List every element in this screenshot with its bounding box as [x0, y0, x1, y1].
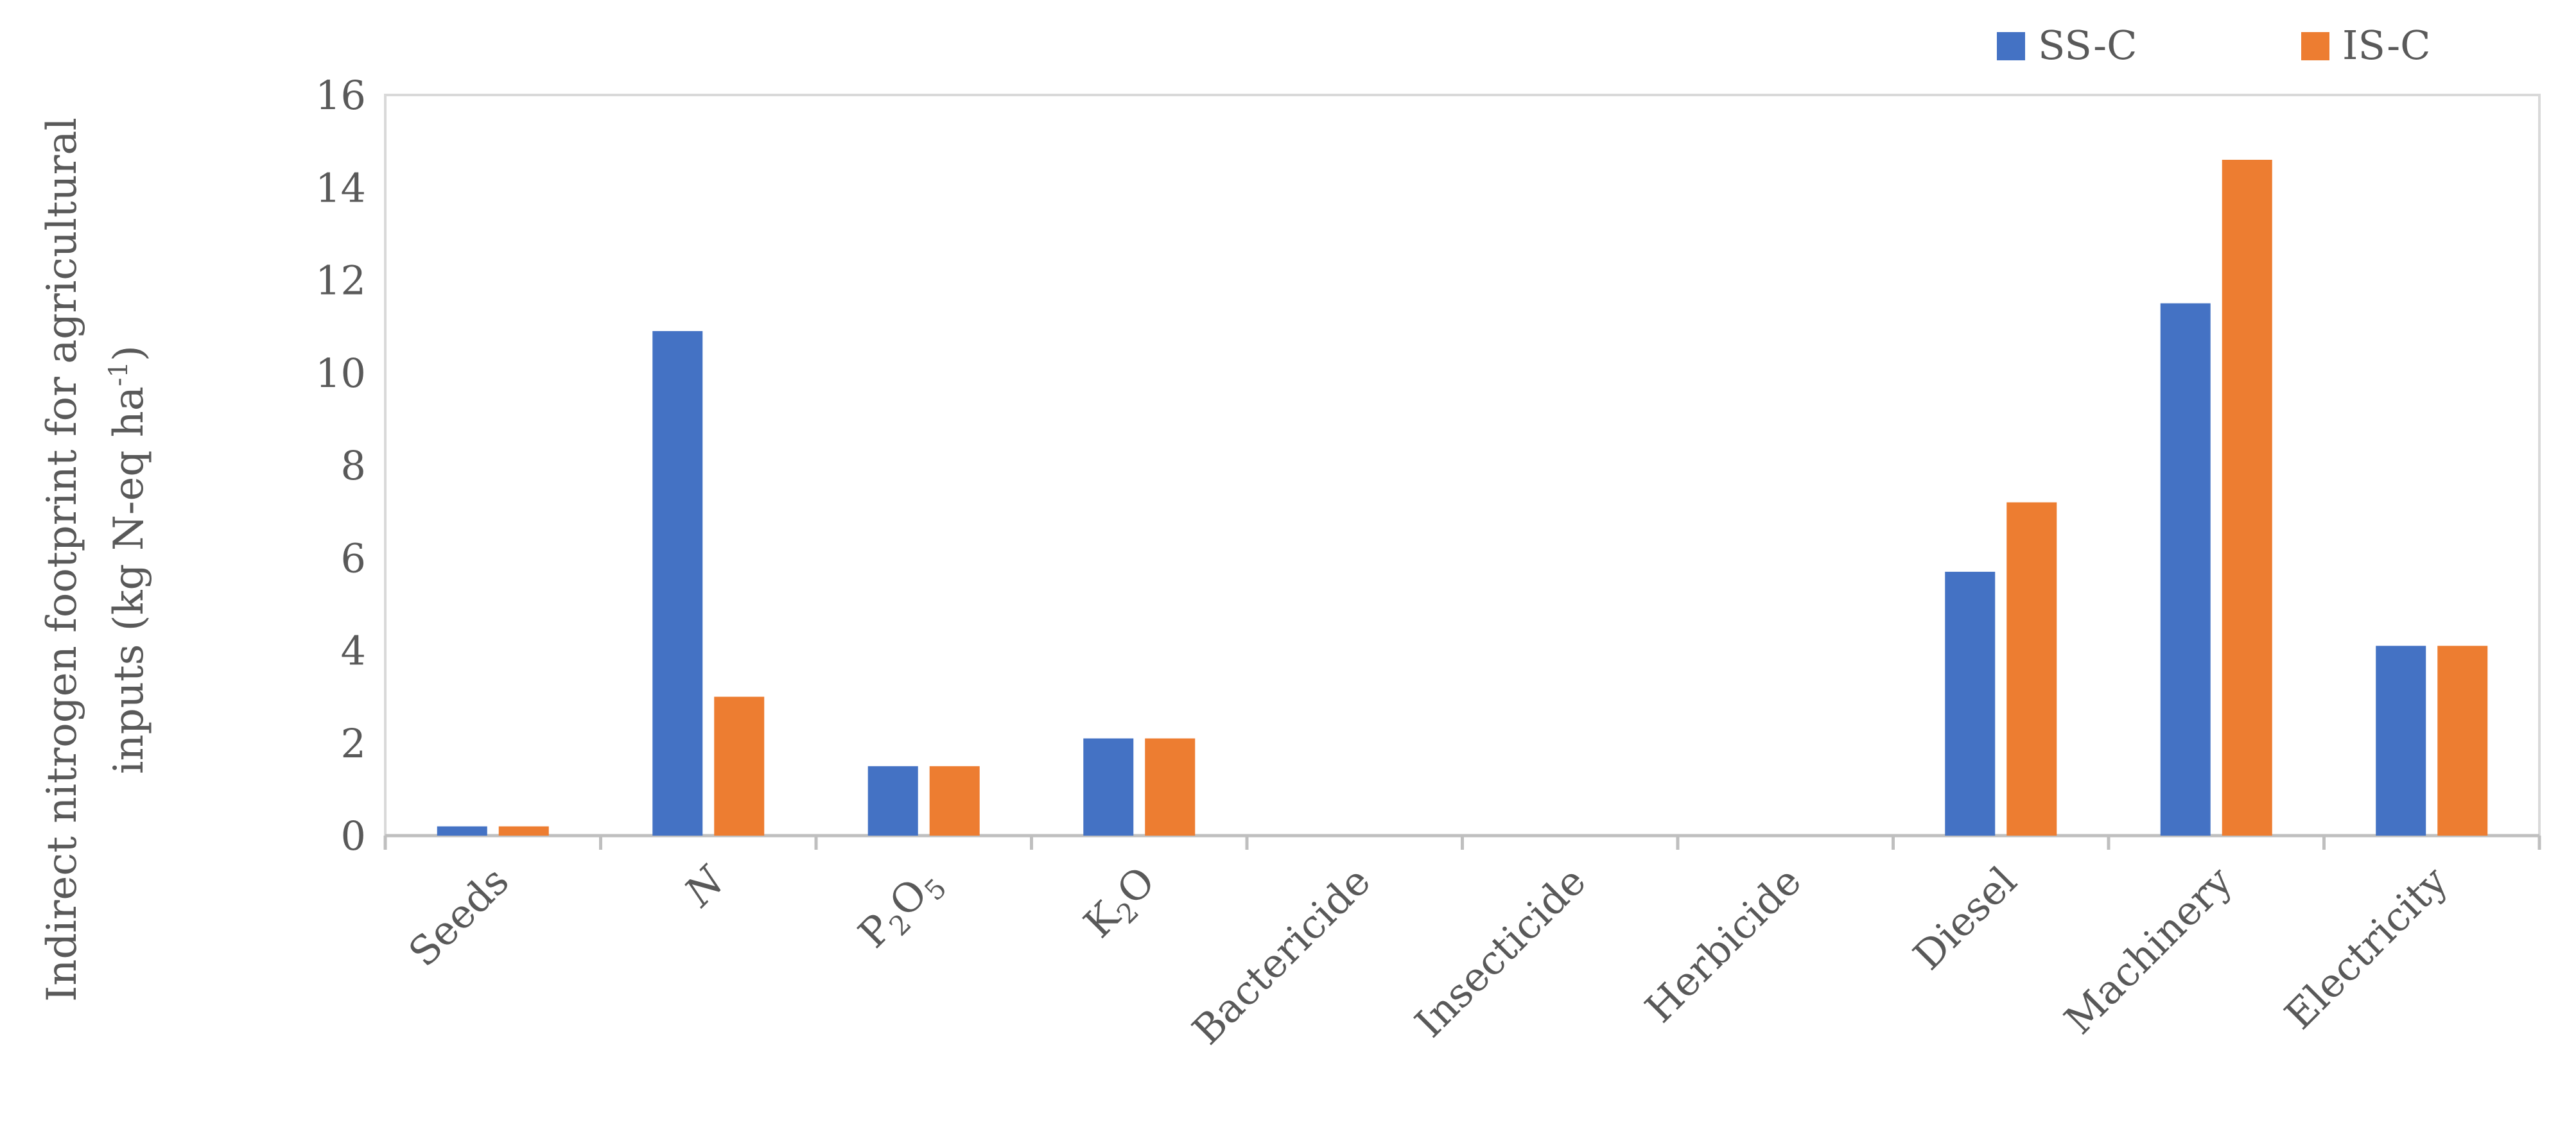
bars — [437, 159, 2488, 836]
legend-label: SS-C — [2038, 22, 2137, 69]
legend-swatch — [2301, 32, 2329, 60]
legend: SS-C IS-C — [1997, 22, 2431, 69]
legend-label: IS-C — [2342, 22, 2431, 69]
y-tick-label: 12 — [315, 257, 366, 304]
x-tick-label: Insecticide — [1405, 857, 1594, 1046]
y-tick-label: 0 — [341, 813, 366, 859]
x-axis: Seeds N P2O5 K2O Bactericide Insecticide Herbi… — [383, 836, 2541, 1054]
y-tick-label: 10 — [315, 350, 366, 397]
bar-is-c-p2o5 — [929, 766, 980, 836]
y-tick-label: 2 — [341, 720, 366, 767]
plot-border — [384, 94, 2541, 837]
bar-is-c-machinery — [2222, 159, 2272, 836]
bar-ss-c-p2o5 — [867, 766, 918, 836]
x-tick-label: Diesel — [1904, 857, 2026, 979]
bar-ss-c-machinery — [2160, 303, 2211, 836]
bar-is-c-electricity — [2437, 646, 2488, 836]
x-tick-label: N — [674, 856, 734, 916]
bar-ss-c-n — [652, 331, 703, 836]
y-tick-label: 16 — [315, 72, 366, 119]
x-tick-label: Bactericide — [1183, 857, 1380, 1054]
y-axis-title-line1: Indirect nitrogen footprint for agricult… — [39, 117, 86, 1002]
x-tick-label: K2O — [1075, 857, 1169, 951]
bar-is-c-diesel — [2006, 502, 2057, 836]
bar-ss-c-seeds — [437, 826, 487, 836]
y-axis-title: Indirect nitrogen footprint for agricult… — [39, 117, 153, 1002]
y-tick-label: 4 — [341, 628, 366, 675]
bar-is-c-k2o — [1145, 738, 1196, 836]
y-tick-label: 8 — [341, 442, 366, 489]
y-axis-title-line2: inputs (kg N-eq ha-1) — [104, 345, 153, 774]
legend-swatch — [1997, 32, 2025, 60]
x-tick-label: Seeds — [399, 857, 518, 976]
bar-ss-c-diesel — [1945, 571, 1996, 836]
y-tick-label: 14 — [315, 164, 366, 211]
x-tick-label: P2O5 — [849, 857, 952, 961]
bar-ss-c-electricity — [2376, 646, 2426, 836]
plot-area — [384, 94, 2541, 838]
y-tick-label: 6 — [341, 535, 366, 581]
x-tick-label: Electricity — [2276, 857, 2457, 1038]
y-axis: 0 2 4 6 8 10 12 14 16 — [315, 72, 366, 859]
x-tick-label: Machinery — [2055, 857, 2241, 1043]
bar-is-c-n — [714, 696, 765, 836]
bar-ss-c-k2o — [1083, 738, 1134, 836]
x-tick-label: Herbicide — [1636, 857, 1810, 1031]
bar-is-c-seeds — [498, 826, 549, 836]
